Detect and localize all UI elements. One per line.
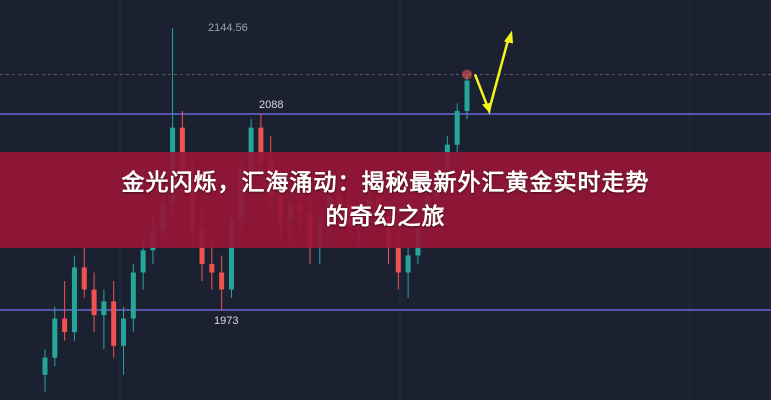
candle-body xyxy=(228,221,234,290)
candle-body xyxy=(71,267,77,333)
candle-body xyxy=(121,318,127,346)
candle-body xyxy=(130,272,136,319)
high-price-label: 2144.56 xyxy=(208,22,248,34)
candle-body xyxy=(405,255,411,273)
candle-body xyxy=(81,267,87,290)
candle-body xyxy=(464,80,470,111)
title-banner: 金光闪烁，汇海涌动：揭秘最新外汇黄金实时走势 的奇幻之旅 xyxy=(0,152,771,248)
candle-body xyxy=(101,301,107,316)
candle-body xyxy=(219,272,225,290)
projection-arrow xyxy=(473,36,511,115)
candle-body xyxy=(209,263,215,273)
candle-body xyxy=(42,357,48,375)
candle-body xyxy=(52,318,58,358)
current-price-dot xyxy=(462,69,472,80)
candle-body xyxy=(140,250,146,273)
candle-body xyxy=(111,301,117,346)
resistance-label: 2088 xyxy=(259,99,284,111)
arrow-head-icon xyxy=(482,102,492,114)
candle-body xyxy=(258,127,264,162)
candle-body xyxy=(248,127,254,171)
candle-body xyxy=(62,318,68,333)
title-line-1: 金光闪烁，汇海涌动：揭秘最新外汇黄金实时走势 xyxy=(121,170,650,196)
candle-body xyxy=(395,246,401,273)
arrow-head-icon xyxy=(504,30,513,44)
title-line-2: 的奇幻之旅 xyxy=(325,204,446,230)
support-label: 1973 xyxy=(214,315,239,327)
candle-body xyxy=(91,289,97,316)
candle-body xyxy=(454,110,460,145)
